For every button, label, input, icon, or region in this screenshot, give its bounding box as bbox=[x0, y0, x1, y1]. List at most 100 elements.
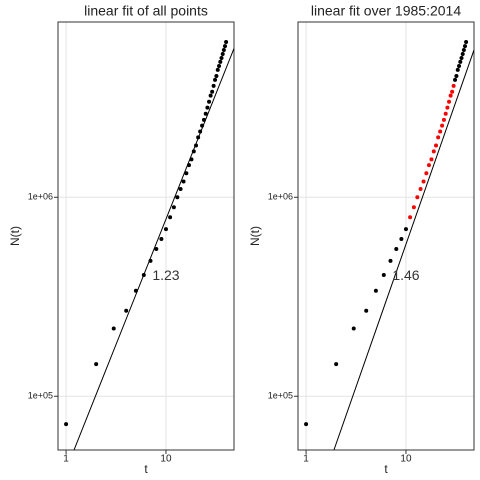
point bbox=[436, 135, 441, 140]
x-tick-label: 10 bbox=[400, 454, 412, 465]
point bbox=[364, 308, 369, 313]
point bbox=[196, 135, 201, 140]
point bbox=[421, 179, 426, 184]
point bbox=[184, 171, 189, 176]
chart-title: linear fit of all points bbox=[84, 3, 208, 19]
point bbox=[399, 237, 404, 242]
y-tick-label: 1e+05 bbox=[268, 391, 293, 401]
point bbox=[434, 143, 439, 148]
point bbox=[213, 77, 218, 82]
x-tick-label: 1 bbox=[63, 454, 69, 465]
y-tick-label: 1e+05 bbox=[28, 391, 53, 401]
point bbox=[458, 59, 463, 64]
point bbox=[64, 422, 69, 427]
plot-frame bbox=[297, 21, 475, 451]
point bbox=[441, 117, 446, 122]
point bbox=[454, 73, 459, 78]
point bbox=[222, 44, 227, 49]
point bbox=[424, 171, 429, 176]
point bbox=[388, 258, 393, 263]
point bbox=[462, 44, 467, 49]
point bbox=[189, 157, 194, 162]
point bbox=[168, 215, 173, 220]
point bbox=[394, 246, 399, 251]
point bbox=[448, 93, 453, 98]
point bbox=[351, 326, 356, 331]
annotation: 1.46 bbox=[392, 267, 419, 283]
point bbox=[334, 362, 339, 367]
x-axis-label: t bbox=[144, 462, 148, 476]
point bbox=[443, 111, 448, 116]
point bbox=[440, 123, 445, 128]
point bbox=[218, 59, 223, 64]
point bbox=[203, 111, 208, 116]
point bbox=[194, 143, 199, 148]
point bbox=[426, 163, 431, 168]
point bbox=[171, 205, 176, 210]
point bbox=[211, 83, 216, 88]
point bbox=[459, 56, 464, 61]
point bbox=[431, 149, 436, 154]
point bbox=[163, 227, 168, 232]
point bbox=[133, 288, 138, 293]
point bbox=[186, 163, 191, 168]
point bbox=[460, 51, 465, 56]
point bbox=[198, 129, 203, 134]
point bbox=[450, 89, 455, 94]
y-tick-label: 1e+06 bbox=[28, 192, 53, 202]
point bbox=[201, 117, 206, 122]
y-axis-label: N(t) bbox=[8, 226, 22, 246]
point bbox=[453, 77, 458, 82]
point bbox=[451, 83, 456, 88]
point bbox=[438, 129, 443, 134]
point bbox=[141, 272, 146, 277]
point bbox=[217, 63, 222, 68]
point bbox=[304, 422, 309, 427]
point bbox=[215, 67, 220, 72]
point bbox=[403, 227, 408, 232]
point bbox=[181, 179, 186, 184]
point bbox=[148, 258, 153, 263]
point bbox=[464, 39, 469, 44]
y-tick-label: 1e+06 bbox=[268, 192, 293, 202]
point bbox=[111, 326, 116, 331]
fit-line bbox=[73, 48, 234, 450]
point bbox=[415, 195, 420, 200]
annotation: 1.23 bbox=[152, 267, 179, 283]
point bbox=[447, 99, 452, 104]
point bbox=[219, 56, 224, 61]
point bbox=[200, 123, 205, 128]
point bbox=[178, 187, 183, 192]
point bbox=[175, 195, 180, 200]
point bbox=[429, 157, 434, 162]
point bbox=[408, 215, 413, 220]
point bbox=[191, 149, 196, 154]
x-axis-label: t bbox=[384, 462, 388, 476]
point bbox=[457, 63, 462, 68]
point bbox=[455, 67, 460, 72]
fit-line bbox=[333, 49, 474, 450]
x-tick-label: 1 bbox=[303, 454, 309, 465]
x-tick-label: 10 bbox=[160, 454, 172, 465]
point bbox=[461, 47, 466, 52]
point bbox=[411, 205, 416, 210]
chart-title: linear fit over 1985:2014 bbox=[311, 3, 461, 19]
point bbox=[154, 246, 159, 251]
point bbox=[124, 308, 129, 313]
point bbox=[208, 93, 213, 98]
y-axis-label: N(t) bbox=[248, 226, 262, 246]
plot-frame bbox=[57, 21, 235, 451]
point bbox=[224, 39, 229, 44]
point bbox=[418, 187, 423, 192]
point bbox=[220, 51, 225, 56]
point bbox=[221, 47, 226, 52]
point bbox=[381, 272, 386, 277]
point bbox=[205, 105, 210, 110]
point bbox=[159, 237, 164, 242]
point bbox=[445, 105, 450, 110]
point bbox=[210, 89, 215, 94]
point bbox=[373, 288, 378, 293]
point bbox=[207, 99, 212, 104]
point bbox=[94, 362, 99, 367]
